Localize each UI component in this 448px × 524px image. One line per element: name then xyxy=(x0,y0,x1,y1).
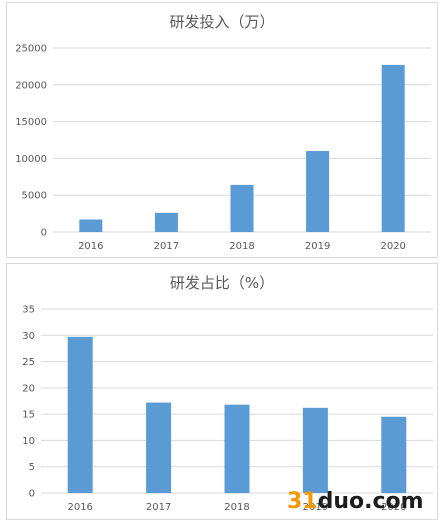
chart-panel-rd-investment: 研发投入（万） 0 5000 10000 15000 20000 25000 2016 20… xyxy=(6,2,438,258)
watermark-part-1: 31 xyxy=(287,489,318,514)
x-tick-label: 2017 xyxy=(146,502,171,513)
bar-2018 xyxy=(224,404,250,493)
x-tick-label: 2018 xyxy=(224,502,249,513)
y-axis: 0 5000 10000 15000 20000 25000 xyxy=(15,44,47,239)
bar-2019 xyxy=(306,151,330,232)
x-tick-label: 2019 xyxy=(303,502,328,513)
y-tick-label: 35 xyxy=(22,305,35,316)
y-tick-label: 15000 xyxy=(15,117,47,128)
y-tick-label: 25000 xyxy=(15,44,47,55)
y-tick-label: 20 xyxy=(22,383,35,394)
x-tick-label: 2018 xyxy=(229,241,254,252)
y-tick-label: 5 xyxy=(29,462,35,473)
x-axis: 2016 2017 2018 2019 2020 xyxy=(78,241,406,252)
x-tick-label: 2016 xyxy=(67,502,92,513)
bar-2016 xyxy=(67,336,93,493)
y-tick-label: 15 xyxy=(22,410,35,421)
bar-2017 xyxy=(146,402,172,493)
bar-2020 xyxy=(381,64,405,232)
grid xyxy=(53,47,431,233)
y-tick-label: 0 xyxy=(29,489,35,500)
watermark: 31duo.com xyxy=(287,489,424,514)
chart-panel-rd-ratio: 研发占比（%） 0 5 10 15 20 25 30 35 2016 2017 2018 2019 2… xyxy=(6,263,438,520)
bars xyxy=(67,336,407,493)
bar-2017 xyxy=(154,212,178,232)
x-tick-label: 2019 xyxy=(305,241,330,252)
bar-2020 xyxy=(381,416,407,493)
x-tick-label: 2016 xyxy=(78,241,103,252)
y-axis: 0 5 10 15 20 25 30 35 xyxy=(22,305,35,500)
y-tick-label: 10000 xyxy=(15,154,47,165)
bar-2019 xyxy=(302,407,328,493)
y-tick-label: 25 xyxy=(22,357,35,368)
y-tick-label: 0 xyxy=(41,228,47,239)
bar-2016 xyxy=(79,219,103,232)
y-tick-label: 10 xyxy=(22,436,35,447)
x-tick-label: 2017 xyxy=(154,241,179,252)
y-tick-label: 30 xyxy=(22,331,35,342)
x-tick-label: 2020 xyxy=(380,241,405,252)
bars xyxy=(79,64,405,232)
watermark-part-2: duo.com xyxy=(318,489,424,514)
chart-title: 研发投入（万） xyxy=(169,13,274,31)
x-tick-label: 2020 xyxy=(381,502,406,513)
x-axis: 2016 2017 2018 2019 2020 xyxy=(67,502,406,513)
y-tick-label: 20000 xyxy=(15,80,47,91)
bar-2018 xyxy=(230,184,254,232)
y-tick-label: 5000 xyxy=(22,191,47,202)
chart-title: 研发占比（%） xyxy=(170,274,274,292)
